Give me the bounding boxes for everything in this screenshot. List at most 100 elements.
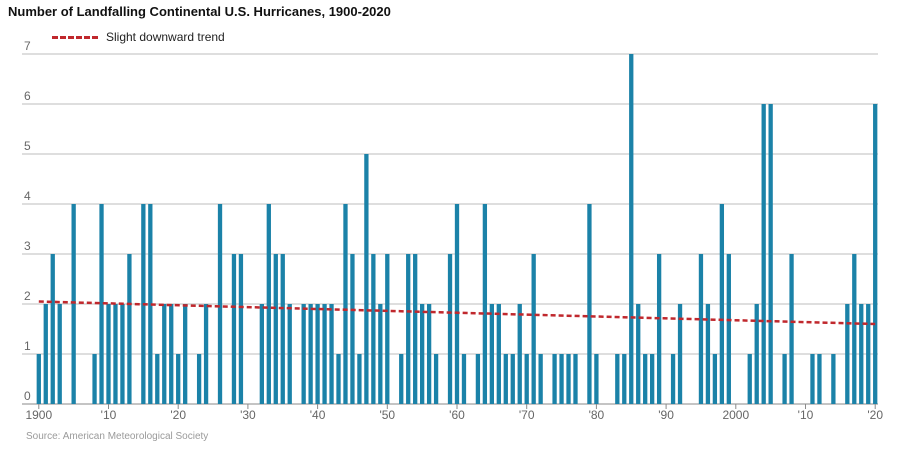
y-axis-tick-labels: 0 1 2 3 4 5 6 7 [24, 39, 31, 403]
bar [169, 304, 174, 404]
legend: Slight downward trend [52, 30, 225, 44]
bar [329, 304, 334, 404]
bar [747, 354, 752, 404]
bar [510, 354, 515, 404]
bar [43, 304, 48, 404]
bar [712, 354, 718, 404]
bar [566, 354, 571, 404]
bar [420, 304, 425, 404]
bar [629, 54, 634, 404]
bar [677, 304, 683, 404]
bar [552, 354, 557, 404]
bar [866, 304, 871, 404]
y-tick-label: 1 [24, 339, 31, 353]
bar [489, 304, 494, 404]
bar [524, 354, 529, 404]
x-tick-label: '60 [449, 408, 465, 422]
bar [259, 304, 264, 404]
bar [852, 254, 857, 404]
bar [845, 304, 850, 404]
x-tick-label: '70 [519, 408, 535, 422]
bar [315, 304, 320, 404]
bar [176, 354, 181, 404]
x-tick-label: '10 [798, 408, 814, 422]
bar [266, 204, 271, 404]
bar [531, 254, 536, 404]
bar [203, 304, 209, 404]
x-tick-label: '90 [658, 408, 674, 422]
bar [273, 254, 278, 404]
legend-trend-label: Slight downward trend [106, 30, 225, 44]
bar [92, 354, 97, 404]
bar [768, 104, 773, 404]
bar [517, 304, 522, 404]
y-tick-label: 0 [24, 389, 31, 403]
bar [322, 304, 327, 404]
bar [754, 304, 759, 404]
bar [406, 254, 411, 404]
bar [719, 204, 725, 404]
bar [378, 304, 383, 404]
bar [831, 354, 836, 404]
y-tick-label: 6 [24, 89, 31, 103]
bar [559, 354, 564, 404]
source-note: Source: American Meteorological Society [26, 431, 209, 442]
bar [447, 254, 453, 404]
bar [656, 254, 662, 404]
bar [155, 354, 160, 404]
x-axis-tick-labels: 1900 '10 '20 '30 '40 '50 '60 '70 '80 '90 2000 '10 '2… [25, 408, 883, 422]
bar [280, 254, 285, 404]
bar [782, 354, 787, 404]
trend-line-group [38, 300, 876, 326]
bar [231, 254, 237, 404]
x-tick-label: '20 [867, 408, 883, 422]
trend-line [38, 300, 876, 326]
bar [705, 304, 711, 404]
x-tick-label: '50 [379, 408, 395, 422]
y-tick-label: 3 [24, 239, 31, 253]
bar [810, 354, 815, 404]
bar [594, 354, 599, 404]
bar [343, 204, 348, 404]
bar [454, 204, 460, 404]
bars [36, 54, 878, 404]
bar [336, 354, 341, 404]
x-tick-label: '10 [101, 408, 117, 422]
bar [789, 254, 794, 404]
x-axis-ticks [38, 404, 876, 409]
y-tick-label: 2 [24, 289, 31, 303]
bar [183, 304, 188, 404]
bar [364, 154, 369, 404]
x-tick-label: '30 [240, 408, 256, 422]
bar [113, 304, 118, 404]
bar [433, 354, 439, 404]
x-tick-label: 1900 [25, 408, 52, 422]
bar [120, 304, 125, 404]
bar [350, 254, 355, 404]
bar [482, 204, 488, 404]
bar [71, 204, 76, 404]
x-tick-label: '40 [310, 408, 326, 422]
y-tick-label: 7 [24, 39, 31, 53]
y-tick-label: 4 [24, 189, 31, 203]
bar [99, 204, 104, 404]
bar [399, 354, 404, 404]
bar [461, 354, 467, 404]
bar [475, 354, 481, 404]
bar [196, 354, 202, 404]
bar [148, 204, 153, 404]
bar [496, 304, 501, 404]
bar [761, 104, 766, 404]
bar [587, 204, 592, 404]
bar [538, 354, 543, 404]
chart-title: Number of Landfalling Continental U.S. H… [8, 4, 391, 19]
bar [636, 304, 641, 404]
bar [698, 254, 704, 404]
bar [217, 204, 223, 404]
x-tick-label: 2000 [722, 408, 749, 422]
bar [859, 304, 864, 404]
bar [301, 304, 306, 404]
bar [670, 354, 676, 404]
bar [413, 254, 418, 404]
bar [127, 254, 132, 404]
